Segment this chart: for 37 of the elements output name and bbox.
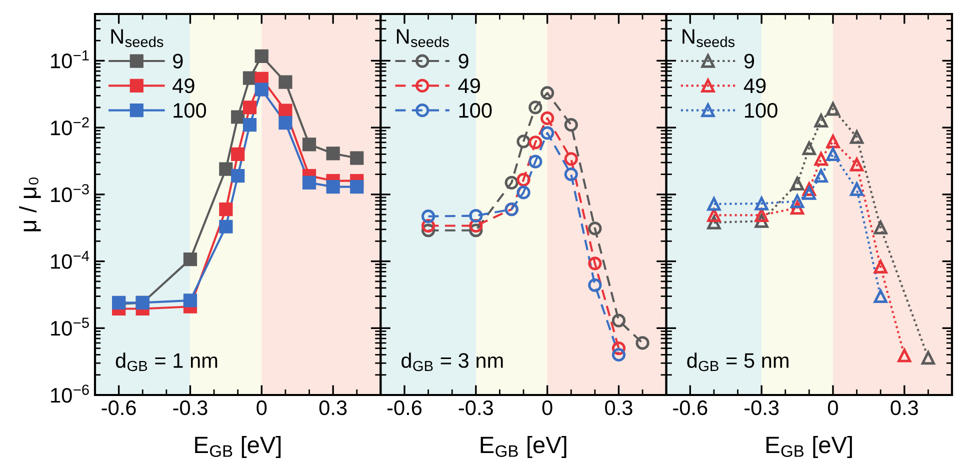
y-tick-label: 10$^{−3}$	[51, 184, 89, 202]
x-tick-label: 0.3	[605, 400, 632, 416]
x-tick-label: -0.3	[744, 400, 779, 416]
y-tick-label: 10$^{−6}$	[51, 384, 89, 403]
legend-label: 49	[172, 78, 194, 94]
y-tick-label: 10$^{−2}$	[51, 117, 89, 136]
legend-label: 49	[458, 78, 480, 94]
x-tick-label: -0.6	[102, 400, 136, 416]
legend-label: 9	[173, 54, 183, 69]
x-tick-label: 0.3	[890, 400, 918, 416]
y-axis-title: μ / μ₀	[19, 177, 41, 232]
legend-title: N$_{seeds}$	[682, 29, 735, 48]
annotation: d$_{GB}$ = 3 nm	[402, 352, 503, 372]
x-tick-label: -0.3	[173, 400, 208, 416]
annotation: d$_{GB}$ = 5 nm	[687, 352, 788, 372]
x-axis-title: E$_{GB}$ [eV]	[480, 436, 566, 458]
x-tick-label: -0.6	[673, 400, 708, 416]
y-tick-label: 10$^{−1}$	[51, 50, 89, 68]
legend-label: 100	[745, 103, 778, 118]
x-tick-label: -0.3	[458, 400, 493, 416]
legend-label: 100	[459, 103, 492, 118]
legend-label: 100	[174, 103, 206, 118]
legend-title: N$_{seeds}$	[396, 29, 449, 48]
legend-label: 9	[744, 54, 754, 69]
x-tick-label: -0.6	[387, 400, 422, 416]
annotation: d$_{GB}$ = 1 nm	[116, 352, 218, 372]
x-tick-label: 0	[828, 400, 838, 416]
x-axis-title: E$_{GB}$ [eV]	[766, 436, 852, 458]
x-tick-label: 0	[256, 400, 267, 416]
x-tick-label: 0	[542, 400, 552, 416]
x-tick-label: 0.3	[319, 400, 347, 416]
legend-title: N$_{seeds}$	[111, 29, 164, 48]
legend-label: 49	[744, 78, 766, 94]
y-tick-label: 10$^{−5}$	[51, 318, 89, 336]
x-axis-title: E$_{GB}$ [eV]	[195, 436, 281, 458]
legend-label: 9	[458, 54, 468, 69]
y-tick-label: 10$^{−4}$	[51, 250, 90, 269]
